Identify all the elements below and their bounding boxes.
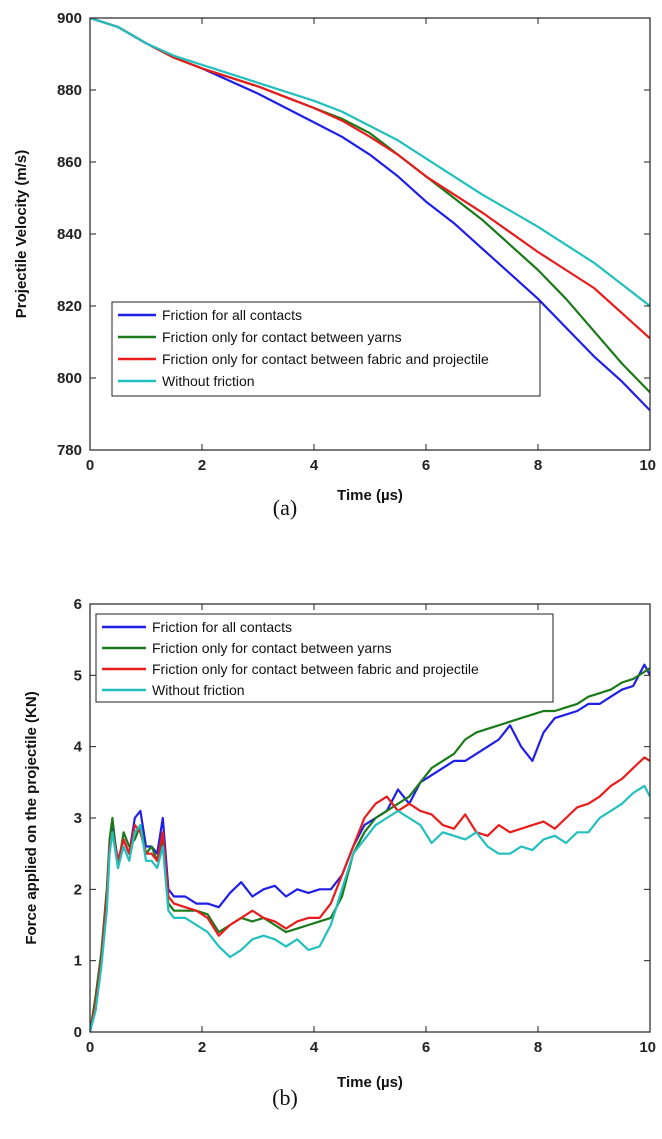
legend-entry-3: Friction only for contact between fabric… — [162, 351, 489, 367]
series-line-2 — [90, 667, 650, 1032]
y-tick-label: 4 — [74, 739, 83, 756]
legend: Friction for all contacts Friction only f… — [95, 613, 554, 703]
series-line-3 — [90, 756, 650, 1032]
x-axis-label: Time (µs) — [337, 487, 403, 504]
x-tick-label: 4 — [310, 457, 319, 474]
x-tick-label: 2 — [198, 1039, 206, 1056]
legend-entry-2: Friction only for contact between yarns — [162, 329, 402, 345]
legend-entry-1: Friction for all contacts — [162, 307, 302, 323]
figure-caption: (a) — [273, 495, 297, 520]
legend: Friction for all contacts Friction only f… — [111, 301, 541, 397]
y-axis-label: Projectile Velocity (m/s) — [13, 150, 30, 318]
series-line-3 — [90, 18, 650, 340]
series-line-4 — [90, 784, 650, 1032]
y-tick-label: 780 — [57, 442, 82, 459]
series-line-1 — [90, 663, 650, 1032]
legend-entry-1: Friction for all contacts — [152, 619, 292, 635]
y-tick-label: 0 — [74, 1024, 82, 1041]
x-tick-label: 10 — [639, 1039, 656, 1056]
y-tick-label: 3 — [74, 810, 82, 827]
legend-entry-3: Friction only for contact between fabric… — [152, 661, 479, 677]
series-group — [90, 663, 650, 1032]
chart-a: 0 2 4 6 8 10 780 800 820 840 860 880 900 Time (µs) Pro… — [13, 10, 656, 520]
series-group — [90, 18, 650, 412]
legend-box — [95, 613, 554, 703]
y-tick-label: 820 — [57, 298, 82, 315]
y-tick-label: 6 — [74, 596, 82, 613]
x-tick-label: 6 — [422, 457, 430, 474]
legend-entry-2: Friction only for contact between yarns — [152, 640, 392, 656]
x-tick-label: 0 — [86, 457, 94, 474]
y-tick-label: 860 — [57, 154, 82, 171]
x-tick-label: 2 — [198, 457, 206, 474]
y-tick-label: 880 — [57, 82, 82, 99]
x-tick-label: 8 — [534, 1039, 542, 1056]
x-tick-label: 4 — [310, 1039, 319, 1056]
legend-entry-4: Without friction — [162, 373, 255, 389]
x-tick-label: 6 — [422, 1039, 430, 1056]
x-tick-label: 8 — [534, 457, 542, 474]
figure-caption: (b) — [272, 1085, 298, 1110]
y-tick-label: 900 — [57, 10, 82, 27]
y-tick-label: 1 — [74, 953, 82, 970]
y-tick-label: 5 — [74, 667, 82, 684]
legend-entry-4: Without friction — [152, 682, 245, 698]
x-tick-label: 10 — [639, 457, 656, 474]
x-tick-label: 0 — [86, 1039, 94, 1056]
x-axis-label: Time (µs) — [337, 1074, 403, 1091]
y-tick-label: 840 — [57, 226, 82, 243]
y-axis-label: Force applied on the projectile (KN) — [23, 691, 40, 944]
legend-box — [111, 301, 541, 397]
y-tick-label: 2 — [74, 881, 82, 898]
series-line-4 — [90, 18, 650, 307]
y-tick-label: 800 — [57, 370, 82, 387]
chart-b: 0 2 4 6 8 10 0 1 2 3 4 5 6 Time (µs) Force applied on … — [23, 596, 656, 1110]
